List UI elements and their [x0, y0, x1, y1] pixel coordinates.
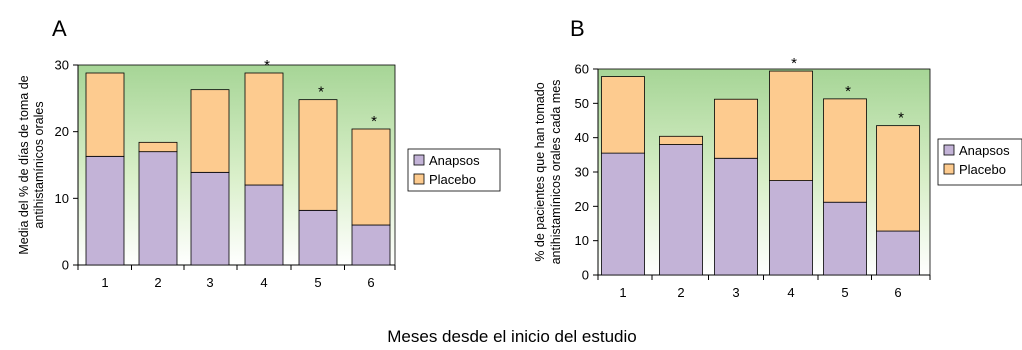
panel-b-label: B	[570, 16, 585, 41]
panel-b-significance-star: *	[845, 83, 851, 100]
panel-a-x-tick-label: 4	[260, 275, 267, 290]
panel-a-bar-placebo-6	[351, 128, 391, 226]
x-axis-caption: Meses desde el inicio del estudio	[387, 327, 636, 346]
panel-b-y-tick-label: 50	[575, 96, 589, 111]
panel-b-legend-label-placebo: Placebo	[959, 162, 1006, 177]
panel-b-y-tick-label: 30	[575, 165, 589, 180]
panel-b-bar-anapsos-4	[769, 180, 813, 276]
panel-a-legend-label-anapsos: Anapsos	[429, 153, 480, 168]
panel-b-y-tick-label: 40	[575, 130, 589, 145]
panel-a-bar-anapsos-3	[190, 171, 230, 266]
panel-a-x-tick-label: 6	[367, 275, 374, 290]
panel-b-x-tick-label: 5	[841, 285, 848, 300]
panel-a-x-tick-label: 1	[101, 275, 108, 290]
panel-a-legend-label-placebo: Placebo	[429, 172, 476, 187]
panel-b-x-tick-label: 2	[677, 285, 684, 300]
panel-a-label: A	[52, 16, 67, 41]
panel-a-significance-star: *	[318, 84, 324, 101]
panel-a-x-tick-label: 2	[154, 275, 161, 290]
panel-b-bar-anapsos-6	[876, 230, 920, 276]
panel-b-legend-swatch-placebo	[943, 163, 955, 175]
panel-a-y-tick-label: 10	[55, 191, 69, 206]
panel-b-y-tick-label: 20	[575, 199, 589, 214]
panel-a-bar-placebo-3	[190, 89, 230, 173]
panel-a-bar-placebo-4	[244, 72, 284, 186]
panel-b-significance-star: *	[791, 55, 797, 72]
panel-a-y-tick-label: 20	[55, 124, 69, 139]
panel-b-bar-placebo-1	[601, 76, 645, 154]
panel-b-legend-label-anapsos: Anapsos	[959, 143, 1010, 158]
panel-b-bar-anapsos-1	[601, 152, 645, 276]
panel-b-plot-area	[597, 68, 931, 276]
panel-b-bar-anapsos-5	[823, 201, 867, 276]
panel-b-y-tick-label: 60	[575, 62, 589, 77]
panel-a-bar-placebo-5	[298, 99, 338, 211]
panel-b-significance-star: *	[898, 110, 904, 127]
panel-b-y-tick-label: 10	[575, 233, 589, 248]
panel-b-bar-anapsos-3	[714, 157, 758, 276]
panel-a-bar-placebo-1	[85, 72, 125, 157]
panel-b-x-tick-label: 3	[732, 285, 739, 300]
panel-a-legend-swatch-placebo	[413, 173, 425, 185]
panel-b-x-tick-label: 4	[787, 285, 794, 300]
panel-a-y-axis-label-line-1: Media del % de días de toma de	[17, 75, 31, 254]
panel-b-y-axis-label-line-2: antihistamínicos orales cada mes	[549, 80, 563, 265]
panel-b-bar-placebo-6	[876, 125, 920, 232]
panel-a-significance-star: *	[371, 113, 377, 130]
panel-a-bar-anapsos-6	[351, 224, 391, 266]
panel-b-legend-swatch-anapsos	[943, 144, 955, 156]
panel-a-chart: A 0 10 20 30 Media del % de días de toma de an…	[17, 16, 501, 290]
panel-b-chart: B 0 10 20 30 40 50 60 % de pacientes que han tom…	[533, 16, 1022, 300]
panel-b-x-tick-label: 6	[894, 285, 901, 300]
panel-b-bar-placebo-3	[714, 98, 758, 159]
panel-a-y-tick-label: 0	[62, 258, 69, 273]
panel-a-significance-star: *	[264, 57, 270, 74]
panel-a-bar-anapsos-5	[298, 209, 338, 266]
panel-b-bar-anapsos-2	[659, 144, 703, 276]
panel-a-bar-placebo-2	[138, 141, 178, 153]
panel-a-bar-anapsos-4	[244, 184, 284, 266]
panel-a-x-tick-label: 5	[314, 275, 321, 290]
panel-a-bar-anapsos-2	[138, 151, 178, 266]
panel-a-legend-swatch-anapsos	[413, 154, 425, 166]
panel-b-y-tick-label: 0	[582, 268, 589, 283]
panel-a-bar-anapsos-1	[85, 155, 125, 266]
panel-b-bar-placebo-4	[769, 70, 813, 181]
panel-a-x-tick-label: 3	[206, 275, 213, 290]
panel-a-plot-area	[77, 64, 396, 266]
panel-b-x-tick-label: 1	[619, 285, 626, 300]
panel-a-y-axis-label-line-2: antihistamínicos orales	[32, 101, 46, 228]
panel-a-y-tick-label: 30	[55, 58, 69, 73]
panel-b-bar-placebo-5	[823, 98, 867, 203]
panel-b-y-axis-label-line-1: % de pacientes que han tomado	[533, 82, 547, 261]
panel-b-bar-placebo-2	[659, 135, 703, 145]
